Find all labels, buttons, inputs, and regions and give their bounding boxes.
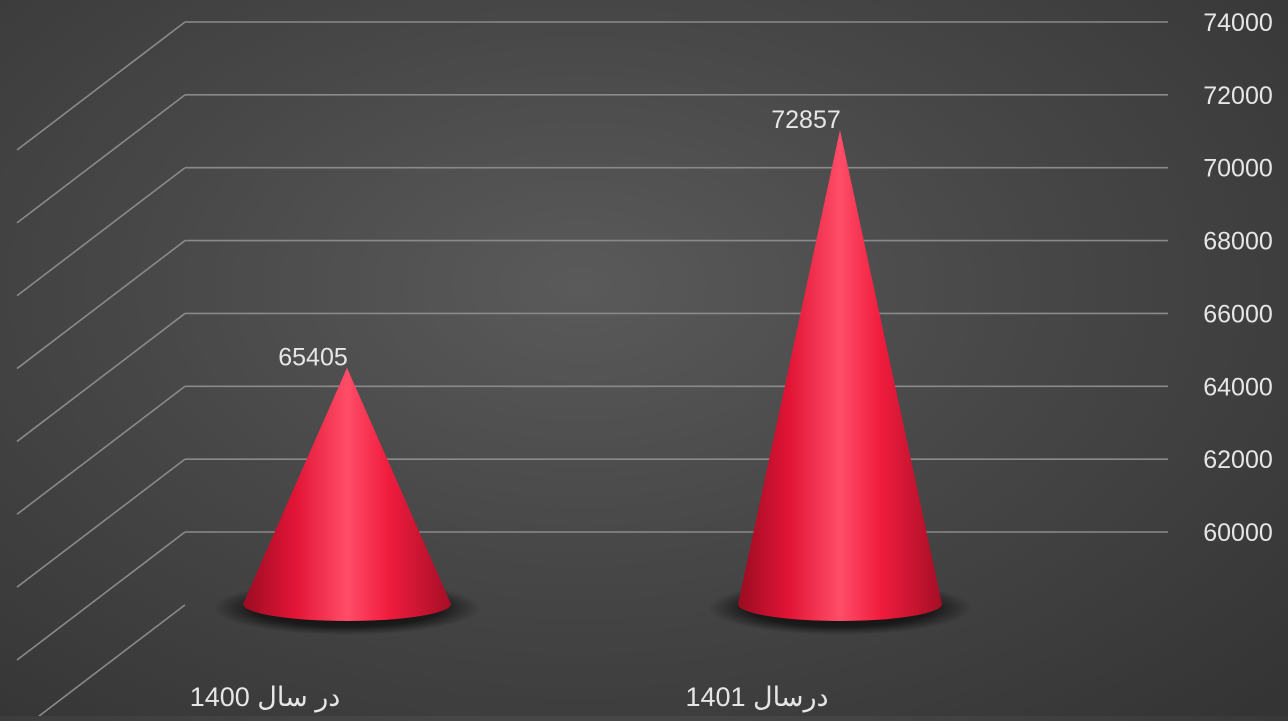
data-label: 72857	[771, 106, 841, 134]
cone-body	[243, 367, 451, 621]
y-tick-label: 62000	[1203, 446, 1273, 474]
data-labels: 65405 72857	[278, 106, 841, 372]
side-gridline	[16, 94, 186, 224]
y-tick-label: 72000	[1203, 82, 1273, 110]
cones	[213, 130, 972, 635]
cone-bar	[708, 130, 972, 635]
y-tick-label: 68000	[1203, 228, 1273, 256]
y-tick-label: 70000	[1203, 155, 1273, 183]
side-gridline	[16, 21, 186, 151]
category-label: درسال 1401	[685, 682, 828, 713]
cone-body	[738, 130, 942, 621]
data-label: 65405	[278, 344, 348, 372]
y-tick-label: 66000	[1203, 300, 1273, 328]
category-label: در سال 1400	[190, 682, 341, 713]
y-tick-labels: 60000 62000 64000 66000 68000 70000 72000 74000	[1203, 9, 1273, 547]
side-gridline	[16, 312, 186, 443]
side-gridline	[16, 531, 186, 661]
y-tick-label: 60000	[1203, 519, 1273, 547]
y-tick-label: 64000	[1203, 373, 1273, 401]
category-labels: در سال 1400 درسال 1401	[190, 682, 829, 713]
side-gridline	[16, 458, 186, 588]
side-gridline	[16, 239, 186, 370]
side-gridline	[31, 604, 186, 721]
gridlines	[16, 21, 1168, 721]
cone-bar	[213, 367, 481, 635]
side-gridline	[16, 385, 186, 515]
side-gridline	[16, 167, 186, 297]
y-tick-label: 74000	[1203, 9, 1273, 37]
